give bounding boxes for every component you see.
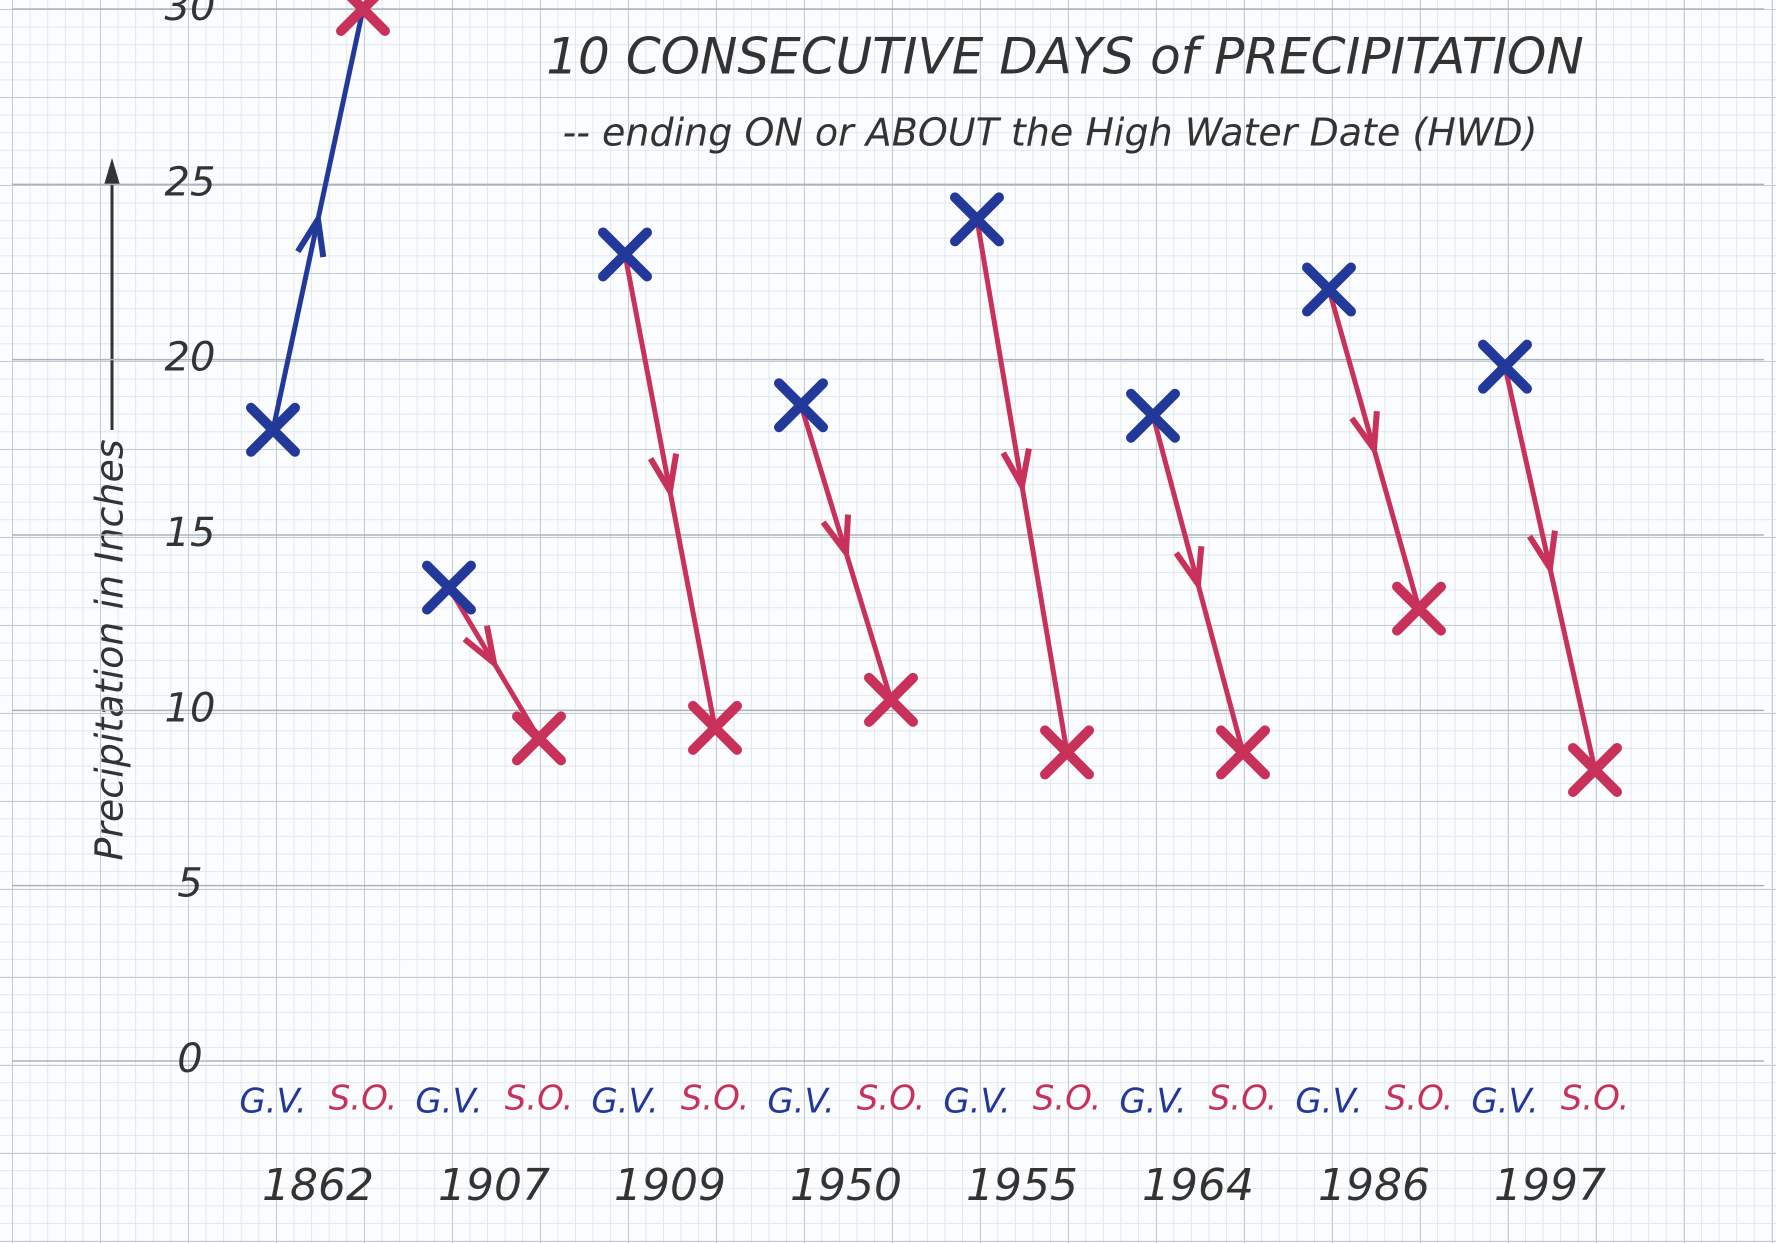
series-label: S.O.: [1033, 1079, 1102, 1119]
arrowhead: [647, 453, 680, 495]
series-label: S.O.: [505, 1079, 574, 1119]
x-marker: [598, 227, 652, 282]
series-label: G.V.: [415, 1082, 482, 1122]
arrowhead: [820, 514, 852, 556]
series-label: G.V.: [239, 1082, 306, 1122]
y-tick-label: 0: [177, 1036, 202, 1082]
y-axis-label: Precipitation in Inches: [88, 439, 132, 860]
y-tick-label: 30: [165, 0, 216, 30]
x-marker: [688, 700, 742, 755]
y-tick-label: 25: [165, 159, 216, 205]
x-tick-label: 1950: [790, 1160, 902, 1211]
x-marker: [422, 560, 476, 615]
series-label: S.O.: [329, 1079, 398, 1119]
chart-subtitle: -- ending ON or ABOUT the High Water Dat…: [563, 111, 1538, 155]
axis-arrowhead: [104, 158, 120, 185]
series-label: S.O.: [681, 1079, 750, 1119]
chart-title: 10 CONSECUTIVE DAYS of PRECIPITATION: [546, 28, 1584, 86]
arrowhead: [1000, 447, 1032, 489]
x-marker: [1392, 581, 1446, 636]
series-label: G.V.: [1119, 1082, 1186, 1122]
y-tick-label: 20: [165, 335, 216, 381]
series-label: G.V.: [1295, 1082, 1362, 1122]
series-label: G.V.: [591, 1082, 658, 1122]
x-marker: [774, 378, 828, 433]
x-marker: [1040, 725, 1094, 780]
series-label: G.V.: [943, 1082, 1010, 1122]
arrowhead: [1173, 545, 1205, 588]
x-marker: [1302, 262, 1356, 317]
series-label: S.O.: [857, 1079, 926, 1119]
x-marker: [864, 672, 918, 727]
x-tick-label: 1986: [1318, 1160, 1430, 1211]
arrowhead: [295, 216, 327, 258]
x-marker: [512, 711, 566, 766]
x-marker: [1478, 339, 1532, 394]
series-label: S.O.: [1561, 1079, 1630, 1119]
x-marker: [1126, 388, 1180, 443]
y-tick-label: 15: [165, 510, 216, 556]
series-label: G.V.: [1471, 1082, 1538, 1122]
x-marker: [950, 192, 1004, 247]
x-tick-label: 1997: [1494, 1160, 1606, 1211]
x-tick-label: 1964: [1142, 1160, 1254, 1211]
arrowhead: [462, 625, 497, 666]
x-marker: [1568, 742, 1622, 797]
x-marker: [1216, 725, 1270, 780]
series-label: G.V.: [767, 1082, 834, 1122]
x-marker: [336, 0, 390, 36]
x-tick-label: 1909: [614, 1160, 726, 1211]
series-label: S.O.: [1209, 1079, 1278, 1119]
arrowhead: [1349, 410, 1380, 453]
arrowhead: [1526, 530, 1558, 572]
y-tick-label: 5: [177, 861, 202, 907]
x-tick-label: 1862: [262, 1160, 374, 1211]
x-marker: [246, 402, 300, 457]
x-tick-label: 1955: [966, 1160, 1078, 1211]
x-tick-label: 1907: [438, 1160, 550, 1211]
y-tick-label: 10: [165, 685, 216, 731]
series-label: S.O.: [1385, 1079, 1454, 1119]
